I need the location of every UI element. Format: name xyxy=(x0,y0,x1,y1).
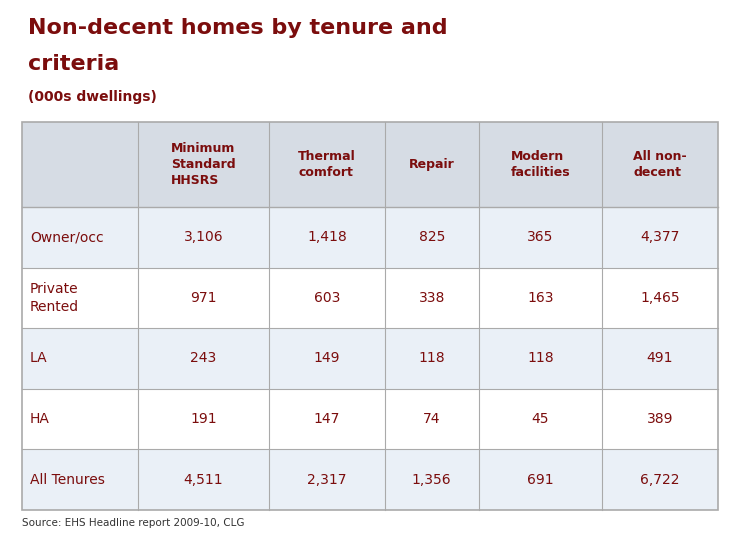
Text: 45: 45 xyxy=(531,412,549,426)
Text: 243: 243 xyxy=(190,352,217,366)
Text: 1,465: 1,465 xyxy=(640,291,680,305)
Text: 691: 691 xyxy=(527,472,553,487)
Bar xyxy=(22,122,718,510)
Text: Private
Rented: Private Rented xyxy=(30,282,79,314)
Text: Modern
facilities: Modern facilities xyxy=(511,150,570,179)
Text: Repair: Repair xyxy=(409,158,455,171)
Text: 147: 147 xyxy=(314,412,340,426)
Text: LA: LA xyxy=(30,352,48,366)
Text: 1,356: 1,356 xyxy=(412,472,452,487)
Text: 2,317: 2,317 xyxy=(307,472,346,487)
Text: HA: HA xyxy=(30,412,50,426)
Text: 389: 389 xyxy=(647,412,674,426)
Text: All non-
decent: All non- decent xyxy=(633,150,687,179)
Text: 491: 491 xyxy=(647,352,674,366)
Text: 118: 118 xyxy=(419,352,445,366)
Text: criteria: criteria xyxy=(28,54,119,74)
Text: Non-decent homes by tenure and: Non-decent homes by tenure and xyxy=(28,18,447,38)
Text: Thermal
comfort: Thermal comfort xyxy=(298,150,356,179)
Text: Owner/occ: Owner/occ xyxy=(30,230,104,244)
Text: 971: 971 xyxy=(190,291,217,305)
Text: 191: 191 xyxy=(190,412,217,426)
Text: Minimum
Standard
HHSRS: Minimum Standard HHSRS xyxy=(171,141,236,187)
Text: 74: 74 xyxy=(423,412,441,426)
Text: 365: 365 xyxy=(527,230,553,244)
Bar xyxy=(22,207,718,268)
Text: 1,418: 1,418 xyxy=(307,230,347,244)
Text: 3,106: 3,106 xyxy=(184,230,223,244)
Bar xyxy=(22,449,718,510)
Text: 825: 825 xyxy=(419,230,445,244)
Bar xyxy=(22,328,718,389)
Text: 6,722: 6,722 xyxy=(640,472,680,487)
Bar xyxy=(22,122,718,207)
Text: 338: 338 xyxy=(419,291,445,305)
Text: (000s dwellings): (000s dwellings) xyxy=(28,90,157,104)
Text: 603: 603 xyxy=(314,291,340,305)
Bar xyxy=(22,268,718,328)
Text: 4,377: 4,377 xyxy=(640,230,680,244)
Bar xyxy=(22,389,718,449)
Text: Source: EHS Headline report 2009-10, CLG: Source: EHS Headline report 2009-10, CLG xyxy=(22,518,245,528)
Text: 4,511: 4,511 xyxy=(184,472,223,487)
Text: 118: 118 xyxy=(527,352,553,366)
Text: 149: 149 xyxy=(314,352,340,366)
Text: 163: 163 xyxy=(527,291,553,305)
Text: All Tenures: All Tenures xyxy=(30,472,105,487)
